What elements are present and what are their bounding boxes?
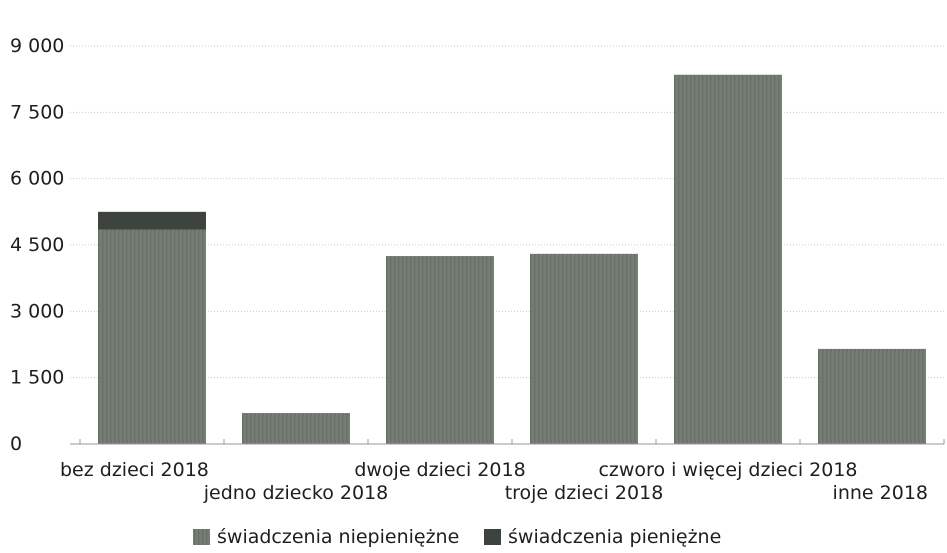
- axes: [70, 439, 945, 445]
- y-tick-label: 1 500: [10, 367, 64, 389]
- legend: świadczenia niepieniężne świadczenia pien…: [193, 526, 721, 548]
- legend-label: świadczenia pieniężne: [508, 526, 721, 548]
- y-tick-label: 7 500: [10, 101, 64, 123]
- x-tick-label: bez dzieci 2018: [60, 459, 209, 481]
- bar-niepieniezne-5: [818, 348, 926, 444]
- bar-niepieniezne-3: [530, 253, 638, 444]
- bar-pieniezne-0: [98, 211, 206, 230]
- y-tick-labels: 0 1 500 3 000 4 500 6 000 7 500 9 000: [10, 35, 64, 455]
- x-tick-label: troje dzieci 2018: [505, 482, 664, 504]
- bar-niepieniezne-2: [386, 256, 494, 444]
- bar-niepieniezne-1: [242, 413, 350, 444]
- x-tick-label: jedno dziecko 2018: [203, 482, 389, 504]
- x-tick-label: czworo i więcej dzieci 2018: [598, 459, 857, 481]
- y-tick-label: 9 000: [10, 35, 64, 57]
- y-tick-label: 6 000: [10, 168, 64, 190]
- bar-niepieniezne-4: [674, 74, 782, 444]
- bar-niepieniezne-0: [98, 229, 206, 444]
- legend-label: świadczenia niepieniężne: [217, 526, 459, 548]
- x-tick-label: dwoje dzieci 2018: [354, 459, 525, 481]
- bars: [98, 74, 926, 444]
- y-tick-label: 4 500: [10, 234, 64, 256]
- y-tick-label: 0: [10, 433, 22, 455]
- x-tick-label: inne 2018: [833, 482, 928, 504]
- legend-swatch: [193, 529, 210, 545]
- legend-swatch: [484, 529, 501, 545]
- y-tick-label: 3 000: [10, 300, 64, 322]
